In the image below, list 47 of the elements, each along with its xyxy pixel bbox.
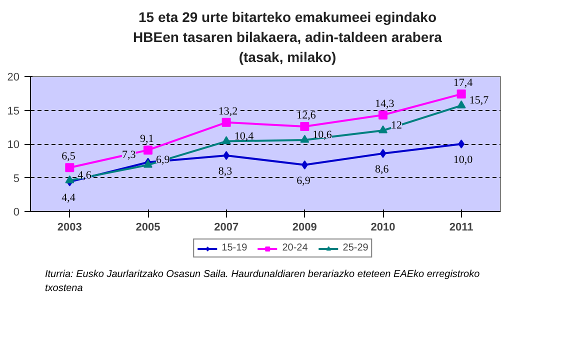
data-label: 6,5 — [62, 150, 76, 163]
data-label: 9,1 — [140, 133, 154, 146]
x-tick-label: 2011 — [449, 222, 474, 234]
data-label: 10,0 — [453, 154, 474, 166]
point — [222, 118, 231, 127]
point — [300, 134, 310, 143]
y-tick-label: 20 — [7, 72, 20, 84]
point — [65, 175, 74, 184]
data-label: 17,4 — [453, 77, 474, 90]
data-label: 15,7 — [469, 94, 490, 107]
point — [378, 125, 388, 134]
point — [300, 122, 310, 131]
data-label: 12,6 — [296, 109, 316, 122]
data-label: 7,3 — [122, 149, 136, 162]
data-label: 8,6 — [375, 163, 390, 176]
x-tick-label: 2009 — [292, 222, 317, 234]
x-tick-label: 2010 — [370, 222, 396, 234]
x-tick-label: 2005 — [136, 222, 160, 234]
y-tick-label: 0 — [13, 206, 20, 218]
point — [144, 146, 152, 155]
data-label: 4,4 — [62, 192, 76, 204]
data-label: 6,9 — [296, 174, 311, 187]
data-label: 8,3 — [218, 165, 233, 178]
chart-title: 15 eta 29 urte bitarteko emakumeei egindako HBEen tasaren bilakaera, adin-taldeen arabera (tasak, milako) — [132, 8, 443, 67]
legend-label: 25-29 — [342, 242, 368, 254]
data-label: 13,2 — [218, 105, 238, 118]
point — [222, 136, 231, 144]
text: Iturria: Eusko Jaurlaritzako Osasun Saila. Haurdunaldiaren berariazko eteteen EAEko erregistroko txostena — [45, 268, 481, 296]
y-tick-label: 15 — [7, 105, 20, 118]
point — [456, 100, 466, 108]
y-tick-label: 10 — [7, 139, 20, 151]
x-tick-label: 2003 — [57, 222, 82, 234]
data-label: 10,4 — [234, 130, 254, 142]
data-label: 10,6 — [312, 128, 332, 141]
x-tick-label: 2007 — [214, 222, 239, 234]
point — [378, 110, 388, 120]
data-label: 12 — [391, 120, 402, 132]
data-label: 4,6 — [78, 169, 92, 182]
point — [456, 90, 466, 99]
legend-label: 20-24 — [282, 242, 308, 254]
point — [65, 163, 74, 172]
legend-label: 15-19 — [222, 242, 248, 254]
data-label: 14,3 — [375, 98, 395, 110]
point — [458, 140, 464, 148]
point — [380, 148, 386, 158]
y-tick-label: 5 — [13, 172, 20, 185]
data-label: 6,9 — [156, 154, 170, 166]
